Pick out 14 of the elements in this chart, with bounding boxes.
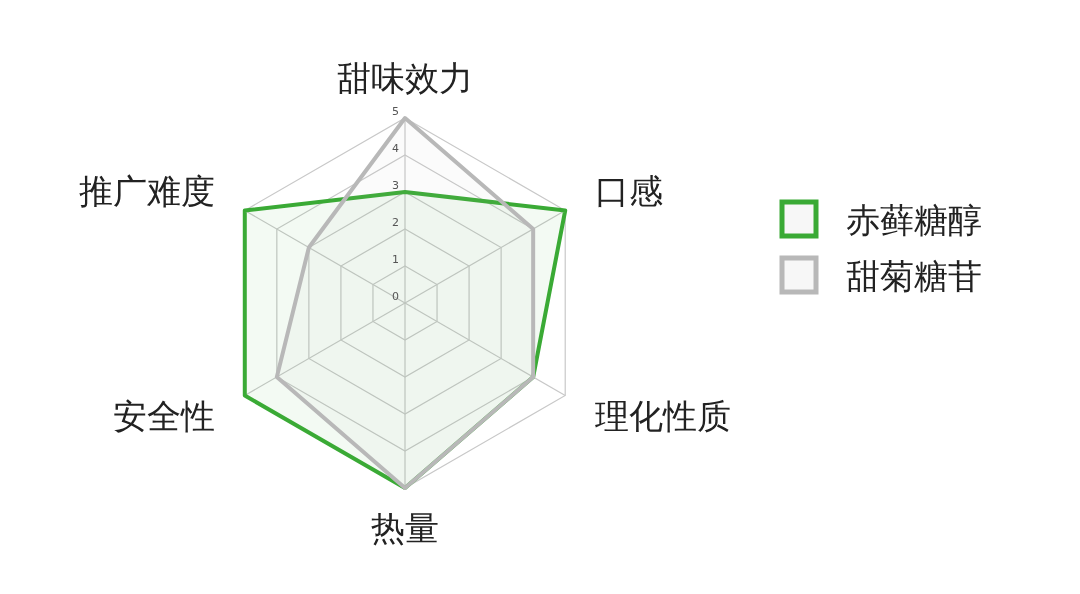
- legend-label: 甜菊糖苷: [846, 256, 982, 296]
- y-tick-label: 2: [392, 216, 399, 229]
- spoke-label: 口感: [594, 170, 663, 211]
- spoke-label: 安全性: [113, 395, 216, 436]
- spoke-label: 甜味效力: [337, 58, 473, 98]
- legend-label: 赤藓糖醇: [846, 200, 982, 240]
- spoke-label: 推广难度: [79, 170, 216, 211]
- y-tick-label: 4: [392, 142, 399, 155]
- spoke-label: 理化性质: [594, 395, 731, 436]
- spoke-label: 热量: [371, 508, 439, 548]
- y-tick-label: 0: [392, 290, 399, 303]
- y-tick-label: 1: [392, 253, 399, 266]
- y-tick-label: 3: [392, 179, 399, 192]
- y-tick-label: 5: [392, 105, 399, 118]
